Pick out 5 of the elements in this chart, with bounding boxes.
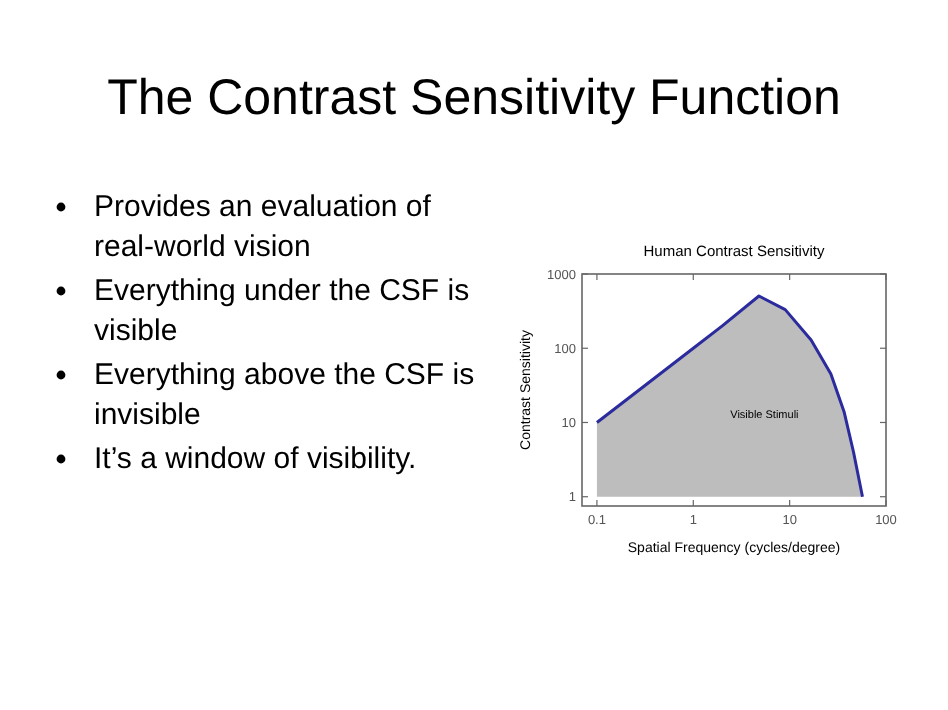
text: Everything under the CSF is visible: [94, 274, 470, 348]
text: Everything above the CSF is invisible: [94, 358, 475, 432]
text: Provides an evaluation of real-world vision: [94, 190, 433, 264]
text: It’s a window of visibility.: [94, 442, 417, 476]
text: The Contrast Sensitivity Function: [107, 70, 841, 126]
